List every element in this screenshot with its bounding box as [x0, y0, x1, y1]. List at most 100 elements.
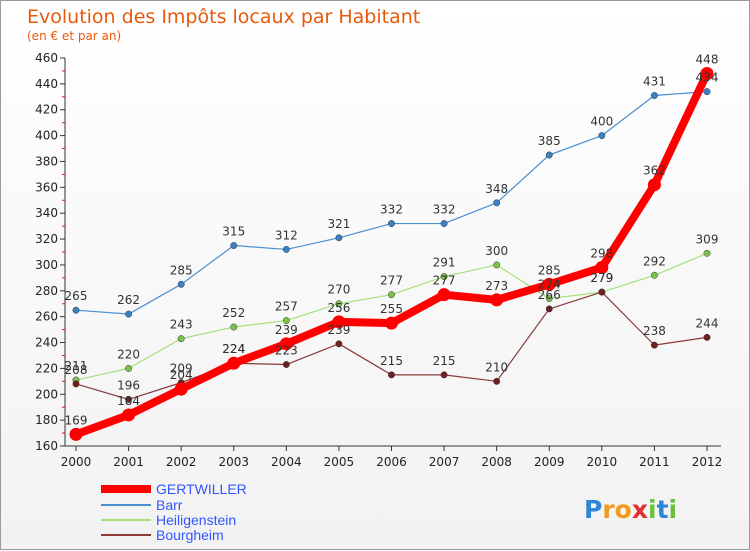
x-tick-label: 2009 [534, 455, 565, 469]
data-point-barr [703, 88, 711, 96]
data-point-heiligenstein [230, 323, 238, 331]
data-label-heiligenstein: 270 [327, 283, 350, 297]
logo-letter: o [615, 495, 632, 524]
x-tick-label: 2006 [376, 455, 407, 469]
data-label-bourgheim: 215 [380, 354, 403, 368]
data-label-barr: 321 [327, 217, 350, 231]
data-label-barr: 385 [538, 134, 561, 148]
data-label-gertwiller: 256 [327, 301, 350, 315]
data-point-gertwiller [595, 261, 609, 275]
logo-letter: x [632, 495, 648, 524]
data-label-bourgheim: 266 [538, 288, 561, 302]
data-label-bourgheim: 209 [170, 362, 193, 376]
x-tick-label: 2008 [481, 455, 512, 469]
y-tick-label: 160 [35, 439, 58, 453]
x-tick-label: 2010 [587, 455, 618, 469]
logo-letter: r [602, 495, 615, 524]
data-point-heiligenstein [177, 335, 185, 343]
data-label-barr: 434 [696, 71, 719, 85]
data-point-gertwiller [647, 178, 661, 192]
data-label-bourgheim: 196 [117, 378, 140, 392]
data-label-gertwiller: 204 [170, 368, 193, 382]
axes: 160 180 200 220 240 260 280 300 320 340 360 380 400 4… [35, 51, 722, 469]
data-point-bourgheim [335, 340, 343, 348]
data-point-barr [72, 306, 80, 314]
logo-letter: t [657, 495, 669, 524]
y-tick-label: 380 [35, 154, 58, 168]
proxiti-logo: Proxiti [584, 495, 677, 524]
legend-label-heiligenstein: Heiligenstein [156, 512, 236, 528]
y-tick-label: 260 [35, 310, 58, 324]
y-tick-label: 420 [35, 103, 58, 117]
x-tick-label: 2004 [271, 455, 302, 469]
data-point-barr [598, 132, 606, 140]
data-label-gertwiller: 277 [433, 274, 456, 288]
data-label-barr: 431 [643, 75, 666, 89]
data-label-heiligenstein: 309 [696, 232, 719, 246]
data-point-barr [230, 242, 238, 249]
data-point-gertwiller [174, 382, 188, 396]
data-label-gertwiller: 448 [696, 53, 719, 67]
x-tick-label: 2002 [166, 455, 197, 469]
data-point-barr [545, 151, 553, 159]
chart-title: Evolution des Impôts locaux par Habitant [27, 6, 420, 28]
data-label-barr: 332 [380, 203, 403, 217]
data-point-bourgheim [493, 377, 501, 385]
y-tick-label: 240 [35, 336, 58, 350]
x-tick-label: 2000 [61, 455, 92, 469]
data-point-gertwiller [490, 293, 504, 307]
data-point-barr [493, 199, 501, 207]
data-label-bourgheim: 238 [643, 324, 666, 338]
data-label-heiligenstein: 277 [380, 274, 403, 288]
data-label-barr: 262 [117, 293, 140, 307]
data-point-barr [335, 234, 343, 242]
data-label-gertwiller: 285 [538, 263, 561, 277]
data-label-heiligenstein: 243 [170, 318, 193, 332]
data-labels: 265 262 285 315 312 321 332 332 348 385 400 431 434 2… [65, 53, 719, 428]
data-point-heiligenstein [493, 261, 501, 269]
x-tick-label: 2003 [218, 455, 249, 469]
data-point-heiligenstein [125, 364, 133, 372]
y-tick-label: 360 [35, 180, 58, 194]
logo-letter: i [648, 495, 657, 524]
data-label-gertwiller: 273 [485, 279, 508, 293]
data-point-gertwiller [542, 277, 556, 291]
logo-letter: i [669, 495, 678, 524]
x-tick-label: 2012 [692, 455, 723, 469]
data-label-gertwiller: 169 [65, 413, 88, 427]
logo-letter: P [584, 495, 602, 524]
data-label-gertwiller: 362 [643, 164, 666, 178]
data-label-heiligenstein: 220 [117, 347, 140, 361]
data-point-bourgheim [598, 288, 606, 296]
series-lines [69, 67, 714, 441]
data-point-bourgheim [388, 371, 395, 379]
data-label-barr: 285 [170, 263, 193, 277]
y-tick-label: 340 [35, 206, 58, 220]
x-tick-label: 2005 [324, 455, 355, 469]
chart-subtitle: (en € et par an) [27, 29, 121, 43]
data-point-gertwiller [385, 316, 398, 330]
data-label-bourgheim: 223 [275, 344, 298, 358]
data-label-barr: 265 [65, 289, 88, 303]
data-point-bourgheim [545, 305, 553, 313]
x-tick-label: 2011 [639, 455, 670, 469]
data-point-heiligenstein [545, 295, 553, 303]
data-label-barr: 312 [275, 228, 298, 242]
data-label-heiligenstein: 274 [538, 278, 561, 292]
y-tick-label: 220 [35, 361, 58, 375]
data-point-gertwiller [279, 337, 293, 351]
y-tick-label: 300 [35, 258, 58, 272]
data-label-bourgheim: 210 [485, 360, 508, 374]
data-label-gertwiller: 224 [222, 342, 245, 356]
data-label-heiligenstein: 257 [275, 300, 298, 314]
data-point-bourgheim [282, 361, 290, 368]
data-label-heiligenstein: 292 [643, 254, 666, 268]
data-point-bourgheim [703, 333, 711, 341]
legend-label-gertwiller: GERTWILLER [156, 481, 247, 497]
data-label-gertwiller: 255 [380, 302, 403, 316]
data-label-gertwiller: 239 [275, 323, 298, 337]
data-label-barr: 315 [222, 225, 245, 239]
data-label-heiligenstein: 300 [485, 244, 508, 258]
data-point-gertwiller [332, 315, 346, 329]
